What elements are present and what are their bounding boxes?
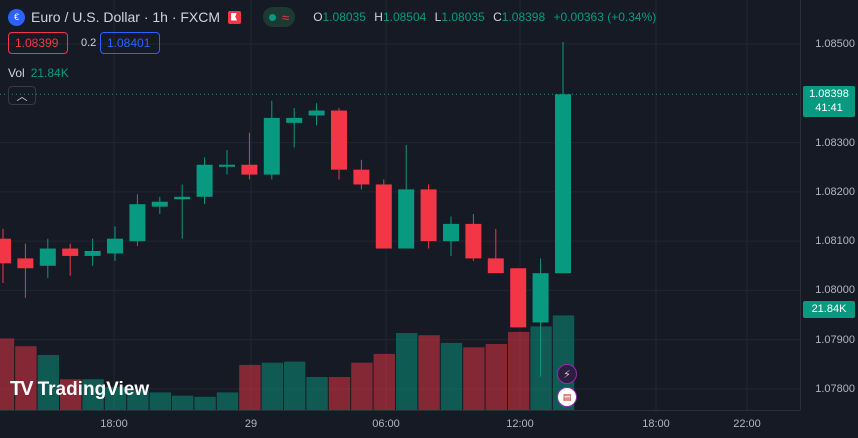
candlestick-chart[interactable] [0,0,800,410]
spread-value: 0.2 [81,37,97,49]
lightning-event-icon[interactable]: ⚡ [557,364,577,384]
volume-bar [239,364,261,410]
time-label: 18:00 [100,418,128,430]
market-open-icon [269,13,277,21]
high-value: 1.08504 [382,10,427,24]
volume-bar [216,392,239,410]
price-tick-label: 1.08100 [815,235,855,248]
volume-bar [485,344,507,410]
candle-body [331,110,347,170]
price-tick-label: 1.08500 [815,38,855,50]
volume-value: 21.84K [30,66,69,80]
volume-bar [0,338,15,410]
price-tick-label: 1.07800 [815,383,855,395]
volume-bar [261,362,283,410]
time-label: 18:00 [642,418,670,430]
candle-body [62,248,79,256]
candle-body [308,110,325,116]
volume-bar [37,355,59,410]
tradingview-logo-icon: TV [10,378,34,400]
candle-body [555,94,571,274]
candle-body [107,238,123,254]
time-label: 06:00 [372,418,400,430]
volume-bar [328,377,351,410]
bar-countdown: 41:41 [815,102,843,114]
candle-body [241,164,258,175]
volume-bar [82,379,104,410]
candle-body [17,258,34,269]
candle-body [375,184,392,249]
currency-flag-icon: € [8,8,25,26]
time-axis[interactable]: 18:00 29 06:00 12:00 18:00 22:00 [0,410,800,438]
candle-body [219,164,235,167]
low-value: 1.08035 [441,10,485,24]
price-tick-label: 1.08300 [815,136,855,149]
close-value: 1.08398 [501,10,546,24]
candle-body [151,201,168,207]
time-label: 12:00 [506,418,534,430]
volume-bar [60,379,82,410]
symbol-title[interactable]: Euro / U.S. Dollar · 1h · FXCM [31,9,221,25]
buy-button[interactable]: 1.08401 [100,32,160,54]
price-axis[interactable]: 1.08500 1.08300 1.08200 1.08100 1.08000 1.079… [800,0,858,410]
volume-bar [396,333,418,410]
volume-bar [306,377,328,410]
volume-bar [418,335,440,410]
candle-body [443,223,459,242]
current-price-tag: 1.08398 41:41 [803,86,855,117]
price-tick-label: 1.08000 [815,284,855,297]
chart-pane[interactable] [0,0,800,410]
candle-body [196,164,213,197]
volume-bar [104,386,127,410]
candle-body [84,251,101,256]
logo-text: TradingView [37,378,150,400]
volume-bar [284,361,306,410]
flag-icon[interactable] [228,10,242,24]
price-tick-label: 1.08200 [815,185,855,198]
volume-bar [194,396,216,410]
volume-bar [172,395,194,410]
collapse-legend-button[interactable]: ︿ [8,86,36,105]
candle-body [129,204,146,242]
volume-label: Vol [8,66,25,80]
open-value: 1.08035 [322,10,366,24]
candle-body [465,223,482,259]
symbol-legend: € Euro / U.S. Dollar · 1h · FXCM ≈ O1.08… [8,7,661,27]
price-tick-label: 1.07900 [815,333,855,346]
volume-bar [373,353,395,410]
candle-body [353,169,370,185]
sell-button[interactable]: 1.08399 [8,32,68,54]
volume-bar [530,326,552,410]
tradingview-logo[interactable]: TV TradingView [10,378,149,401]
candle-body [487,258,504,274]
ohlc-values: O1.08035 H1.08504 L1.08035 C1.08398 +0.0… [313,10,657,24]
wave-icon: ≈ [282,9,290,25]
volume-bar [127,390,149,410]
volume-bar [149,392,171,410]
us-flag-event-icon[interactable]: ▤ [557,387,577,407]
change-value: +0.00363 (+0.34%) [553,10,657,24]
volume-bar [351,362,373,410]
volume-bar [440,342,463,410]
volume-bar [508,331,530,410]
chevron-up-icon: ︿ [16,90,28,103]
candle-body [420,189,437,242]
candle-body [174,196,191,200]
time-label: 29 [244,418,258,430]
volume-legend: Vol 21.84K [8,66,69,80]
candle-body [263,117,280,175]
candle-body [286,117,303,123]
candle-body [398,189,415,249]
market-status-pill[interactable]: ≈ [263,7,296,27]
volume-bar [15,346,37,410]
volume-bar [463,347,485,410]
volume-bar [552,315,575,410]
candle-body [39,248,56,266]
candle-body [0,238,11,264]
candle-body [510,268,527,328]
time-label: 22:00 [733,418,761,430]
volume-price-tag: 21.84K [803,301,855,318]
candle-body [532,273,549,323]
current-price: 1.08398 [809,88,849,100]
